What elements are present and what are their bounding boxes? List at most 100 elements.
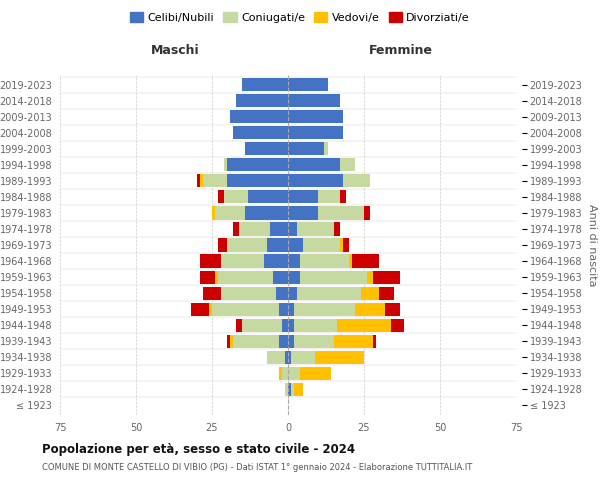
Bar (288, 270, 373, 283)
Bar (230, 110, 288, 124)
Bar (212, 206, 288, 220)
Text: Femmine: Femmine (368, 44, 433, 58)
Bar (224, 190, 288, 203)
Bar (288, 190, 346, 203)
Bar (239, 222, 288, 235)
Bar (230, 334, 288, 348)
Bar (236, 94, 288, 107)
Bar (279, 366, 288, 380)
Bar (288, 206, 364, 220)
Bar (212, 302, 288, 316)
Bar (245, 142, 288, 156)
Bar (273, 270, 288, 283)
Bar (218, 270, 288, 283)
Bar (239, 222, 288, 235)
Bar (218, 238, 288, 252)
Bar (267, 350, 288, 364)
Bar (288, 302, 294, 316)
Bar (288, 158, 340, 172)
Bar (288, 254, 379, 268)
Bar (242, 78, 288, 91)
Bar (288, 190, 340, 203)
Bar (288, 318, 404, 332)
Bar (224, 158, 288, 172)
Bar (282, 366, 288, 380)
Bar (197, 174, 288, 188)
Bar (288, 126, 343, 140)
Bar (288, 254, 300, 268)
Bar (285, 383, 288, 396)
Bar (233, 126, 288, 140)
Bar (288, 286, 297, 300)
Bar (285, 383, 288, 396)
Bar (288, 238, 349, 252)
Bar (203, 286, 288, 300)
Bar (288, 334, 376, 348)
Bar (288, 254, 352, 268)
Bar (200, 174, 288, 188)
Bar (242, 78, 288, 91)
Bar (267, 350, 288, 364)
Bar (288, 142, 328, 156)
Bar (288, 318, 294, 332)
Bar (285, 350, 288, 364)
Bar (227, 238, 288, 252)
Bar (285, 383, 288, 396)
Bar (288, 302, 355, 316)
Bar (288, 334, 373, 348)
Bar (288, 94, 340, 107)
Bar (224, 158, 288, 172)
Bar (288, 158, 355, 172)
Bar (288, 366, 331, 380)
Bar (288, 174, 343, 188)
Bar (288, 318, 337, 332)
Bar (248, 190, 288, 203)
Bar (288, 94, 340, 107)
Bar (288, 190, 319, 203)
Bar (230, 110, 288, 124)
Bar (212, 206, 288, 220)
Bar (288, 302, 400, 316)
Bar (288, 78, 328, 91)
Bar (288, 78, 328, 91)
Bar (288, 383, 294, 396)
Bar (245, 142, 288, 156)
Bar (230, 110, 288, 124)
Bar (221, 254, 288, 268)
Bar (288, 126, 343, 140)
Bar (288, 142, 325, 156)
Bar (203, 174, 288, 188)
Bar (282, 318, 288, 332)
Bar (288, 222, 340, 235)
Bar (288, 142, 328, 156)
Bar (288, 383, 303, 396)
Bar (218, 190, 288, 203)
Bar (288, 238, 343, 252)
Bar (288, 110, 343, 124)
Bar (288, 366, 331, 380)
Bar (191, 302, 288, 316)
Bar (221, 254, 288, 268)
Text: Anni di nascita: Anni di nascita (587, 204, 597, 286)
Bar (200, 254, 288, 268)
Bar (242, 318, 288, 332)
Bar (215, 206, 288, 220)
Bar (288, 110, 343, 124)
Bar (288, 238, 340, 252)
Bar (288, 270, 367, 283)
Bar (233, 222, 288, 235)
Bar (288, 158, 355, 172)
Bar (233, 126, 288, 140)
Bar (288, 383, 291, 396)
Bar (288, 174, 370, 188)
Bar (288, 286, 379, 300)
Bar (242, 318, 288, 332)
Bar (236, 94, 288, 107)
Bar (288, 142, 328, 156)
Bar (288, 78, 328, 91)
Bar (288, 206, 364, 220)
Bar (288, 126, 343, 140)
Text: Maschi: Maschi (151, 44, 200, 58)
Bar (245, 142, 288, 156)
Bar (288, 334, 294, 348)
